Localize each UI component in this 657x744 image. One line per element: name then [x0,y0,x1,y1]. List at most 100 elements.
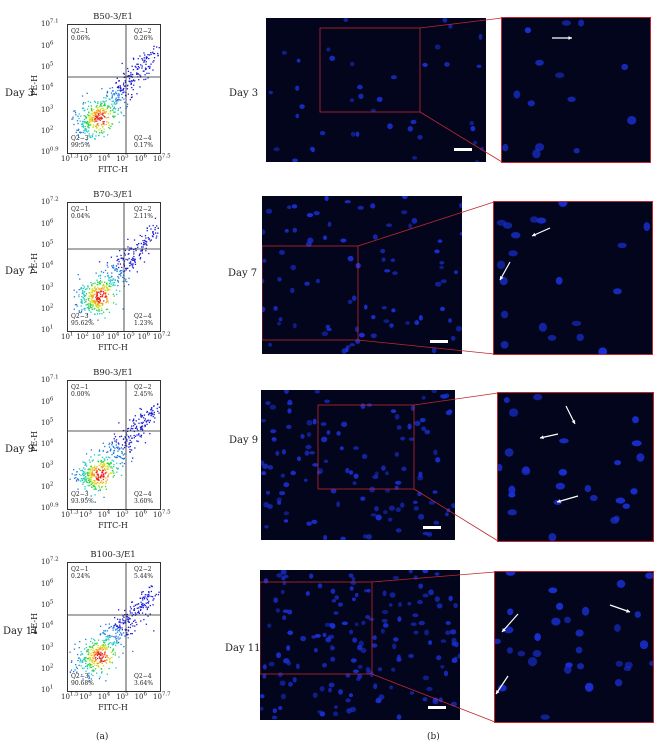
x-tick-label: 104 [107,332,120,342]
x-tick-label: 101.5 [61,692,79,702]
x-axis-label: FITC-H [98,703,128,712]
y-tick-label: 102 [41,663,54,673]
panel-a-label: (a) [96,732,109,742]
y-tick-label: 102 [41,303,54,313]
day-label: Day 9 [5,444,35,455]
flow-scatter-plot: Q2−1 0.24% Q2−2 5.44% Q2−3 90.68% Q2−4 3.64% [67,562,161,692]
quadrant-label: Q2−3 93.95% [71,491,94,505]
y-tick-label: 103 [41,460,54,470]
y-tick-label: 100.9 [41,503,59,513]
y-axis-label: PE-H [30,430,39,452]
y-tick-label: 102 [41,481,54,491]
quadrant-label: Q2−4 0.17% [134,135,154,149]
x-tick-label: 102 [76,332,89,342]
x-tick-label: 104 [97,692,111,702]
y-tick-label: 104 [41,261,54,271]
x-axis-label: FITC-H [98,165,128,174]
x-tick-label: 104 [97,154,111,164]
x-tick-label: 107.5 [153,510,171,520]
x-tick-label: 107.7 [153,692,171,702]
x-tick-label: 101.3 [61,154,79,164]
quadrant-label: Q2−3 99.5% [71,135,91,149]
x-tick-label: 106 [134,510,148,520]
scale-bar [423,526,441,529]
y-tick-label: 104 [41,439,54,449]
quadrant-label: Q2−2 5.44% [134,566,154,580]
x-axis-label: FITC-H [98,521,128,530]
y-tick-label: 100.9 [41,147,59,157]
x-tick-label: 106 [134,154,148,164]
plot-title: B50-3/E1 [93,12,133,22]
x-tick-label: 104 [97,510,111,520]
quadrant-label: Q2−1 0.06% [71,28,91,42]
y-axis-label: PE-H [30,74,39,96]
x-tick-label: 107.2 [153,332,171,342]
y-tick-label: 105 [41,61,54,71]
y-tick-label: 106 [41,578,54,588]
y-tick-label: 105 [41,239,54,249]
y-tick-label: 107.1 [41,19,59,29]
quadrant-label: Q2−4 3.60% [134,491,154,505]
x-tick-label: 105 [122,332,135,342]
x-tick-label: 103 [79,510,92,520]
microscopy-day-label: Day 11 [225,643,261,654]
scatter-density [68,381,160,509]
y-tick-label: 107.2 [41,197,59,207]
microscopy-day-label: Day 7 [228,268,258,279]
microscopy-day-label: Day 3 [229,88,259,99]
y-tick-label: 106 [41,218,54,228]
y-tick-label: 101 [41,325,54,335]
scale-bar [454,148,472,151]
x-tick-label: 106 [137,332,151,342]
zoomed-inset [494,571,654,723]
x-tick-label: 105 [116,692,129,702]
panel-b-label: (b) [427,732,440,742]
quadrant-label: Q2−1 0.04% [71,206,91,220]
x-tick-label: 103 [79,692,92,702]
scatter-density [68,203,160,331]
day-label: Day 3 [5,88,35,99]
flow-scatter-plot: Q2−1 0.00% Q2−2 2.45% Q2−3 93.95% Q2−4 3.60% [67,380,161,510]
quadrant-label: Q2−1 0.00% [71,384,91,398]
x-tick-label: 103 [91,332,105,342]
microscopy-image [260,570,460,720]
microscopy-image [261,390,455,540]
zoomed-inset [497,392,654,542]
x-tick-label: 107.5 [153,154,171,164]
y-tick-label: 104 [41,621,54,631]
zoomed-inset [501,17,651,163]
y-tick-label: 104 [41,83,54,93]
microscopy-image [266,18,486,162]
quadrant-label: Q2−2 0.26% [134,28,154,42]
x-tick-label: 103 [79,154,92,164]
y-tick-label: 103 [41,642,54,652]
y-tick-label: 103 [41,104,54,114]
scatter-density [68,25,160,153]
x-tick-label: 106 [134,692,148,702]
x-axis-label: FITC-H [98,343,128,352]
scatter-density [68,563,160,691]
microscopy-image [262,196,462,354]
y-tick-label: 101 [41,685,54,695]
quadrant-label: Q2−3 95.62% [71,313,94,327]
x-tick-label: 101 [61,332,74,342]
y-tick-label: 103 [41,282,54,292]
scale-bar [430,340,448,343]
scale-bar [428,706,446,709]
quadrant-label: Q2−1 0.24% [71,566,91,580]
day-label: Day 7 [5,266,35,277]
quadrant-label: Q2−3 90.68% [71,673,94,687]
flow-scatter-plot: Q2−1 0.04% Q2−2 2.11% Q2−3 95.62% Q2−4 1.23% [67,202,161,332]
y-tick-label: 106 [41,396,54,406]
y-tick-label: 106 [41,40,54,50]
y-tick-label: 107.1 [41,375,59,385]
quadrant-label: Q2−2 2.11% [134,206,154,220]
quadrant-label: Q2−4 3.64% [134,673,154,687]
x-tick-label: 101.3 [61,510,79,520]
y-tick-label: 105 [41,599,54,609]
x-tick-label: 105 [116,154,129,164]
y-tick-label: 102 [41,125,54,135]
plot-title: B100-3/E1 [90,550,136,560]
plot-title: B70-3/E1 [93,190,133,200]
y-tick-label: 105 [41,417,54,427]
